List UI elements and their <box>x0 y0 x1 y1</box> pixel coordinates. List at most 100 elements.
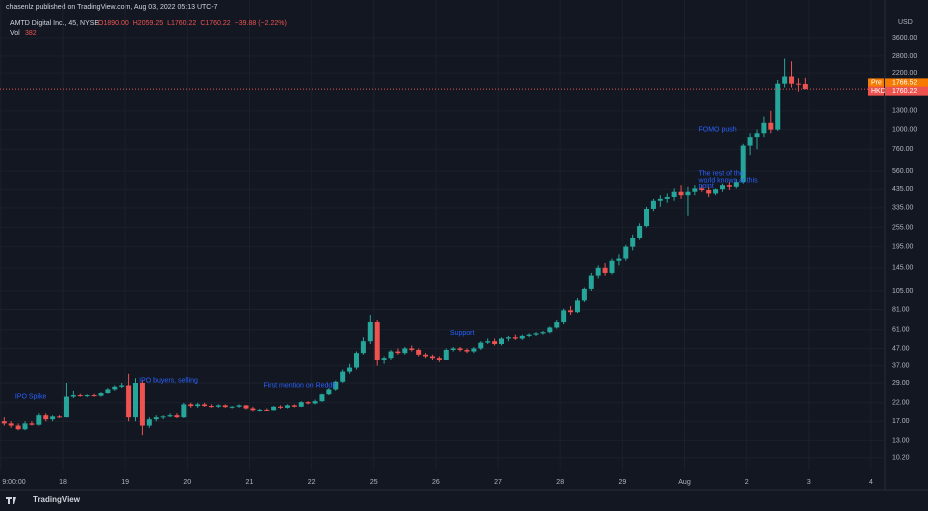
candle-body <box>202 404 208 407</box>
candle-body <box>319 394 325 402</box>
candle-body <box>381 358 387 360</box>
candle-body <box>692 188 698 192</box>
y-tick-label: 1300.00 <box>892 108 917 115</box>
price-tag: 1760.22 <box>892 88 917 95</box>
candle-body <box>236 405 242 407</box>
candle-body <box>588 275 594 289</box>
candle-body <box>291 405 297 407</box>
candle-body <box>761 122 767 134</box>
annotation: IPO buyers, selling <box>139 377 198 384</box>
candle-body <box>278 406 284 408</box>
candle-body <box>181 404 187 418</box>
candle-body <box>602 267 608 273</box>
candle-body <box>215 405 221 407</box>
candle-body <box>77 395 83 397</box>
y-tick-label: 105.00 <box>892 288 914 295</box>
candle-body <box>347 367 353 372</box>
candle-body <box>733 182 739 187</box>
candle-body <box>119 385 125 387</box>
annotation: Support <box>450 330 475 337</box>
legend-ohlc: H2059.25 <box>133 20 163 27</box>
candle-body <box>685 191 691 196</box>
candle-body <box>374 322 380 360</box>
candle-body <box>160 416 166 418</box>
candle-body <box>574 300 580 313</box>
candle-body <box>789 76 795 84</box>
candle-body <box>264 409 270 411</box>
candle-body <box>188 404 194 407</box>
candle-body <box>740 145 746 183</box>
candle-body <box>326 389 332 395</box>
x-tick-label: 26 <box>432 479 440 486</box>
price-tag-bg <box>885 86 928 96</box>
candle-body <box>153 417 159 420</box>
volume-value: 382 <box>25 30 37 37</box>
candle-body <box>630 237 636 247</box>
y-tick-label: 760.00 <box>892 146 914 153</box>
candle-body <box>540 332 546 334</box>
symbol: AMTD Digital Inc., 45, NYSE <box>10 20 99 27</box>
candle-body <box>436 358 442 360</box>
candle-body <box>395 351 401 354</box>
candle-body <box>29 423 35 425</box>
candle-body <box>1 421 7 424</box>
y-tick-label: 61.00 <box>892 327 910 334</box>
x-tick-label: 18 <box>59 479 67 486</box>
x-tick-label: 29 <box>618 479 626 486</box>
candle-body <box>795 83 801 85</box>
candle-body <box>15 425 21 430</box>
candle-body <box>70 395 76 397</box>
candle-body <box>526 334 532 336</box>
candle-body <box>388 351 394 359</box>
candle-body <box>457 348 463 350</box>
candle-body <box>112 386 118 390</box>
candle-body <box>657 198 663 201</box>
price-tag: 1766.52 <box>892 80 917 87</box>
candle-body <box>208 406 214 408</box>
y-tick-label: 255.00 <box>892 224 914 231</box>
y-tick-label: 22.00 <box>892 400 910 407</box>
candle-body <box>464 349 470 352</box>
candle-body <box>533 333 539 335</box>
x-tick-label: 27 <box>494 479 502 486</box>
x-tick-label: 9:00:00 <box>2 479 25 486</box>
y-tick-label: 47.00 <box>892 345 910 352</box>
candle-body <box>429 356 435 359</box>
candle-body <box>581 288 587 301</box>
candle-body <box>195 404 201 407</box>
candle-body <box>298 402 304 407</box>
y-tick-label: 81.00 <box>892 306 910 313</box>
price-tag-name: HKD <box>871 88 886 95</box>
candle-body <box>340 371 346 382</box>
annotation: First mention on Reddit <box>263 382 335 389</box>
y-tick-label: 145.00 <box>892 265 914 272</box>
y-tick-label: 2200.00 <box>892 70 917 77</box>
candle-body <box>257 409 263 411</box>
legend-ohlc: L1760.22 <box>167 20 196 27</box>
candle-body <box>305 402 311 404</box>
candle-body <box>623 246 629 259</box>
x-tick-label: 22 <box>308 479 316 486</box>
volume-label: Vol <box>10 30 20 37</box>
publisher: chasenlz published on TradingView.com, A… <box>6 4 218 11</box>
y-tick-label: 1000.00 <box>892 126 917 133</box>
candle-body <box>98 393 104 396</box>
candle-body <box>671 191 677 198</box>
candle-body <box>637 226 643 238</box>
annotation: point <box>699 183 714 190</box>
candle-body <box>91 395 97 397</box>
candle-body <box>554 322 560 328</box>
candle-body <box>36 415 42 425</box>
candle-body <box>512 337 518 339</box>
x-tick-label: Aug <box>678 479 691 486</box>
candle-body <box>719 185 725 190</box>
candle-body <box>229 406 235 408</box>
footer-logo[interactable]: TradingView <box>33 495 81 504</box>
candle-body <box>609 260 615 273</box>
candle-body <box>485 341 491 343</box>
candle-body <box>547 327 553 333</box>
candle-body <box>146 419 152 426</box>
candle-body <box>754 133 760 138</box>
